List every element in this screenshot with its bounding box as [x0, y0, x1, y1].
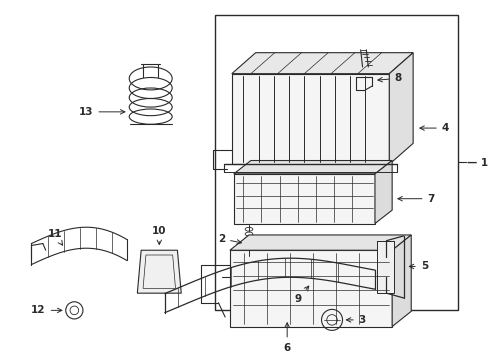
Bar [232, 74, 389, 164]
Text: 7: 7 [398, 194, 435, 204]
Polygon shape [137, 250, 181, 293]
Text: 11: 11 [48, 229, 63, 245]
Text: 8: 8 [378, 73, 401, 84]
Bar [215, 14, 458, 310]
Text: 9: 9 [294, 286, 309, 304]
Text: 2: 2 [218, 234, 242, 244]
Text: 12: 12 [31, 305, 62, 315]
Bar [377, 241, 394, 293]
Text: 5: 5 [409, 261, 428, 271]
Bar [234, 174, 375, 224]
Text: 3: 3 [346, 315, 366, 325]
Polygon shape [234, 161, 392, 174]
Bar [230, 250, 392, 327]
Polygon shape [389, 53, 413, 164]
Polygon shape [232, 53, 413, 74]
Text: 10: 10 [152, 226, 167, 244]
Text: 4: 4 [420, 123, 449, 133]
Bar [245, 256, 253, 263]
Text: 13: 13 [79, 107, 125, 117]
Text: 6: 6 [284, 323, 291, 352]
Text: — 1: — 1 [466, 158, 488, 168]
Polygon shape [230, 235, 411, 250]
Polygon shape [392, 235, 411, 327]
Polygon shape [375, 161, 392, 224]
